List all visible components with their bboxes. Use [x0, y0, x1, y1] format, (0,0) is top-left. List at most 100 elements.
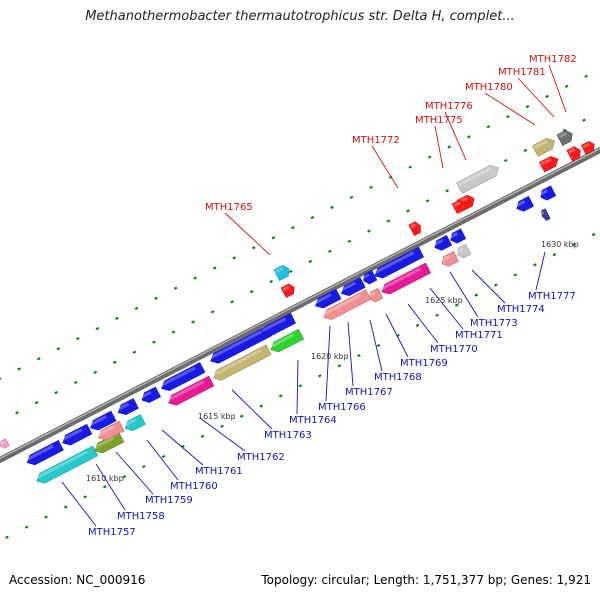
gene-reverse-lower-13-body[interactable] [540, 208, 551, 222]
gene-reverse-blue-9[interactable] [313, 288, 342, 311]
label-mth1760[interactable]: MTH1760 [170, 481, 218, 492]
gene-reverse-blue-12-body[interactable] [372, 246, 425, 281]
gene-mth1772-body[interactable] [408, 220, 423, 237]
gene-forward-extra-3[interactable] [539, 154, 560, 173]
gene-forward-extra-1[interactable] [280, 282, 297, 299]
gene-reverse-lower-2-body[interactable] [92, 431, 125, 456]
gene-reverse-lower-7[interactable] [268, 328, 305, 354]
gene-reverse-lower-7-body[interactable] [268, 328, 305, 354]
gene-reverse-blue-3[interactable] [88, 410, 117, 433]
gene-reverse-lower-12-body[interactable] [455, 243, 472, 259]
gene-reverse-lower-3[interactable] [96, 420, 125, 443]
gene-reverse-lower-4[interactable] [123, 414, 146, 434]
gene-forward-extra-2[interactable] [451, 198, 468, 215]
gene-forward-extra-4[interactable] [580, 140, 596, 155]
label-mth1759[interactable]: MTH1759 [145, 495, 193, 506]
gene-reverse-blue-16-body[interactable] [538, 185, 557, 202]
gene-reverse-blue-10-body[interactable] [339, 277, 366, 299]
gene-forward-extra-4-body[interactable] [580, 140, 596, 155]
gene-reverse-lower-11[interactable] [439, 251, 460, 268]
gene-reverse-blue-4-body[interactable] [116, 398, 139, 418]
gene-reverse-lower-10[interactable] [379, 262, 432, 297]
label-mth1775[interactable]: MTH1775 [415, 115, 463, 126]
gene-reverse-lower-4-body[interactable] [123, 414, 146, 434]
label-mth1782[interactable]: MTH1782 [529, 54, 577, 65]
gene-reverse-blue-1-body[interactable] [25, 439, 64, 467]
label-mth1758[interactable]: MTH1758 [117, 511, 165, 522]
gene-reverse-lower-1[interactable] [34, 445, 99, 486]
gene-reverse-blue-11-body[interactable] [361, 269, 378, 285]
gene-mth1780[interactable] [532, 136, 557, 157]
gene-reverse-blue-3-body[interactable] [88, 410, 117, 433]
gene-reverse-lower-6-body[interactable] [211, 344, 272, 383]
gene-reverse-blue-14[interactable] [448, 228, 467, 245]
gene-reverse-blue-12[interactable] [372, 246, 425, 281]
gene-forward-extra-1-body[interactable] [280, 282, 297, 299]
label-mth1766[interactable]: MTH1766 [318, 402, 366, 413]
gene-mth1776[interactable] [456, 163, 502, 194]
label-mth1763[interactable]: MTH1763 [264, 430, 312, 441]
gene-reverse-blue-15[interactable] [514, 196, 535, 213]
gene-mth1776-body[interactable] [456, 163, 502, 194]
label-mth1776[interactable]: MTH1776 [425, 101, 473, 112]
gene-reverse-lower-1-body[interactable] [34, 445, 99, 486]
gene-mth1772[interactable] [408, 220, 423, 237]
label-mth1781[interactable]: MTH1781 [498, 67, 546, 78]
label-mth1765[interactable]: MTH1765 [205, 202, 253, 213]
label-mth1771[interactable]: MTH1771 [455, 330, 503, 341]
gene-reverse-blue-10[interactable] [339, 277, 366, 299]
label-mth1761[interactable]: MTH1761 [195, 466, 243, 477]
gene-reverse-lower-9[interactable] [367, 287, 384, 303]
gene-reverse-blue-13-body[interactable] [432, 235, 453, 252]
gene-reverse-blue-13[interactable] [432, 235, 453, 252]
gene-reverse-lower-2[interactable] [92, 431, 125, 456]
gene-reverse-lower-11-body[interactable] [439, 251, 460, 268]
gene-reverse-lower-9-body[interactable] [367, 287, 384, 303]
gene-mth1781-body[interactable] [556, 128, 575, 146]
gene-reverse-blue-4[interactable] [116, 398, 139, 418]
gene-reverse-lower-10-body[interactable] [379, 262, 432, 297]
label-mth1767[interactable]: MTH1767 [345, 387, 393, 398]
gene-reverse-blue-6-body[interactable] [159, 362, 206, 394]
gene-reverse-lower-5[interactable] [166, 375, 215, 408]
gene-edge-pink[interactable] [0, 438, 10, 450]
gene-mth1782-body[interactable] [566, 145, 583, 162]
gene-edge-pink-body[interactable] [0, 438, 10, 450]
gene-reverse-lower-13[interactable] [540, 208, 551, 222]
gene-reverse-lower-5-body[interactable] [166, 375, 215, 408]
gene-reverse-blue-2[interactable] [60, 423, 93, 448]
gene-mth1765-body[interactable] [273, 263, 292, 281]
label-mth1774[interactable]: MTH1774 [497, 304, 545, 315]
gene-reverse-lower-12[interactable] [455, 243, 472, 259]
gene-reverse-blue-6[interactable] [159, 362, 206, 394]
gene-reverse-lower-6[interactable] [211, 344, 272, 383]
gene-reverse-blue-5[interactable] [139, 386, 161, 405]
label-mth1780[interactable]: MTH1780 [465, 82, 513, 93]
gene-reverse-blue-14-body[interactable] [448, 228, 467, 245]
label-mth1770[interactable]: MTH1770 [430, 344, 478, 355]
gene-reverse-blue-2-body[interactable] [60, 423, 93, 448]
gene-reverse-blue-8[interactable] [260, 312, 297, 338]
label-mth1762[interactable]: MTH1762 [237, 452, 285, 463]
gene-reverse-blue-1[interactable] [25, 439, 64, 467]
gene-forward-extra-3-body[interactable] [539, 154, 560, 173]
gene-mth1782[interactable] [566, 145, 583, 162]
gene-mth1765[interactable] [273, 263, 292, 281]
label-mth1769[interactable]: MTH1769 [400, 358, 448, 369]
label-mth1777[interactable]: MTH1777 [528, 291, 576, 302]
label-mth1772[interactable]: MTH1772 [352, 135, 400, 146]
gene-reverse-blue-15-body[interactable] [514, 196, 535, 213]
gene-forward-extra-2-body[interactable] [451, 198, 468, 215]
label-mth1773[interactable]: MTH1773 [470, 318, 518, 329]
gene-reverse-blue-16[interactable] [538, 185, 557, 202]
label-mth1764[interactable]: MTH1764 [289, 415, 337, 426]
gene-reverse-lower-3-body[interactable] [96, 420, 125, 443]
gene-reverse-blue-11[interactable] [361, 269, 378, 285]
label-mth1768[interactable]: MTH1768 [374, 372, 422, 383]
label-mth1757[interactable]: MTH1757 [88, 527, 136, 538]
gene-reverse-blue-5-body[interactable] [139, 386, 161, 405]
gene-reverse-blue-8-body[interactable] [260, 312, 297, 338]
gene-reverse-blue-9-body[interactable] [313, 288, 342, 311]
gene-mth1780-body[interactable] [532, 136, 557, 157]
gene-mth1781[interactable] [556, 128, 575, 146]
